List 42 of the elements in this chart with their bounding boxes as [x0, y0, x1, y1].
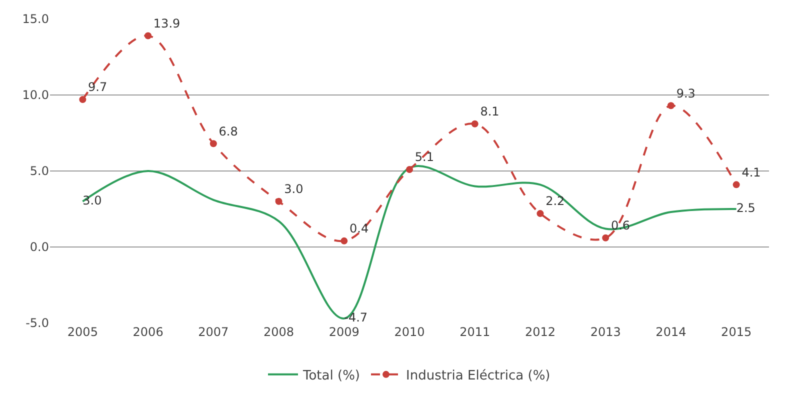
data-label: 3.0	[284, 182, 304, 196]
x-tick-label: 2007	[198, 325, 229, 339]
x-tick-label: 2014	[656, 325, 686, 339]
y-tick-label: 0.0	[30, 240, 49, 254]
point	[471, 120, 478, 128]
data-label: 9.7	[88, 80, 108, 94]
y-tick-label: 5.0	[30, 164, 49, 178]
y-tick-label: 10.0	[22, 88, 49, 102]
legend-label: Total (%)	[302, 368, 360, 384]
data-label: 3.0	[82, 193, 102, 208]
point	[340, 237, 348, 244]
data-label: 2.2	[546, 194, 565, 208]
x-tick-label: 2015	[721, 325, 752, 339]
data-label: 2.5	[736, 201, 756, 215]
point	[275, 198, 282, 205]
data-label: 9.3	[676, 86, 696, 100]
x-tick-label: 2013	[590, 325, 621, 339]
point	[732, 181, 740, 188]
point	[79, 96, 86, 104]
point	[602, 234, 610, 242]
x-tick-label: 2005	[67, 325, 98, 339]
data-label: 4.1	[742, 165, 761, 180]
point	[406, 166, 413, 173]
x-tick-label: 2008	[263, 325, 294, 339]
legend-label: Industria Eléctrica (%)	[406, 368, 550, 384]
data-label: 0.4	[350, 222, 369, 236]
data-label: 5.1	[414, 150, 434, 164]
point	[536, 210, 544, 218]
x-tick-label: 2006	[132, 325, 164, 339]
data-label: 6.8	[218, 124, 238, 138]
point	[667, 102, 674, 110]
x-tick-label: 2010	[394, 325, 425, 339]
y-tick-label: 15.0	[22, 12, 49, 26]
x-tick-label: 2011	[460, 325, 490, 339]
data-label: 13.9	[153, 16, 180, 30]
x-tick-label: 2009	[328, 325, 360, 339]
point	[210, 140, 217, 148]
data-label: -4.7	[344, 310, 368, 324]
data-label: 8.1	[480, 104, 500, 119]
point	[144, 32, 152, 40]
y-tick-label: -5.0	[26, 316, 49, 330]
x-tick-label: 2012	[524, 325, 556, 339]
